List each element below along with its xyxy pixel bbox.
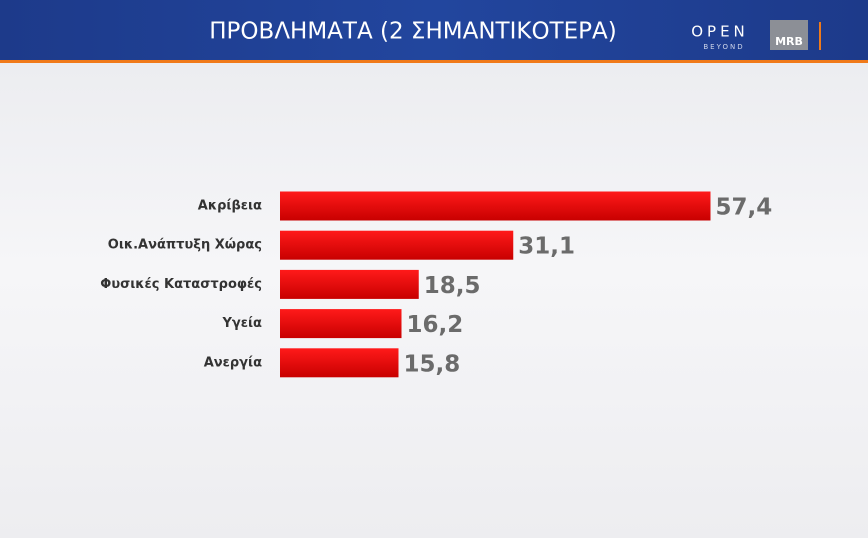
value-label: 31,1 (518, 234, 575, 260)
category-label: Ανεργία (204, 355, 262, 370)
bar (280, 269, 419, 299)
value-label: 18,5 (424, 273, 481, 299)
bar (280, 309, 402, 339)
value-label: 16,2 (407, 312, 464, 338)
channel-logo: OPEN (691, 23, 749, 41)
value-label: 15,8 (404, 351, 461, 377)
category-label: Οικ.Ανάπτυξη Χώρας (108, 238, 262, 253)
header-accent (0, 60, 868, 63)
chart-title: ΠΡΟΒΛΗΜΑΤΑ (2 ΣΗΜΑΝΤΙΚΟΤΕΡΑ) (209, 19, 616, 45)
bar (280, 191, 711, 221)
value-label: 57,4 (716, 195, 773, 221)
bar (280, 348, 399, 378)
pollster-logo-box (770, 20, 808, 50)
channel-tagline: BEYOND (703, 43, 744, 51)
category-label: Υγεία (221, 316, 262, 331)
header-band (0, 0, 868, 60)
category-label: Φυσικές Καταστροφές (100, 277, 262, 292)
pollster-logo: MRB (775, 35, 803, 48)
bar (280, 230, 514, 260)
category-label: Ακρίβεια (198, 199, 262, 214)
logo-divider (819, 22, 821, 50)
